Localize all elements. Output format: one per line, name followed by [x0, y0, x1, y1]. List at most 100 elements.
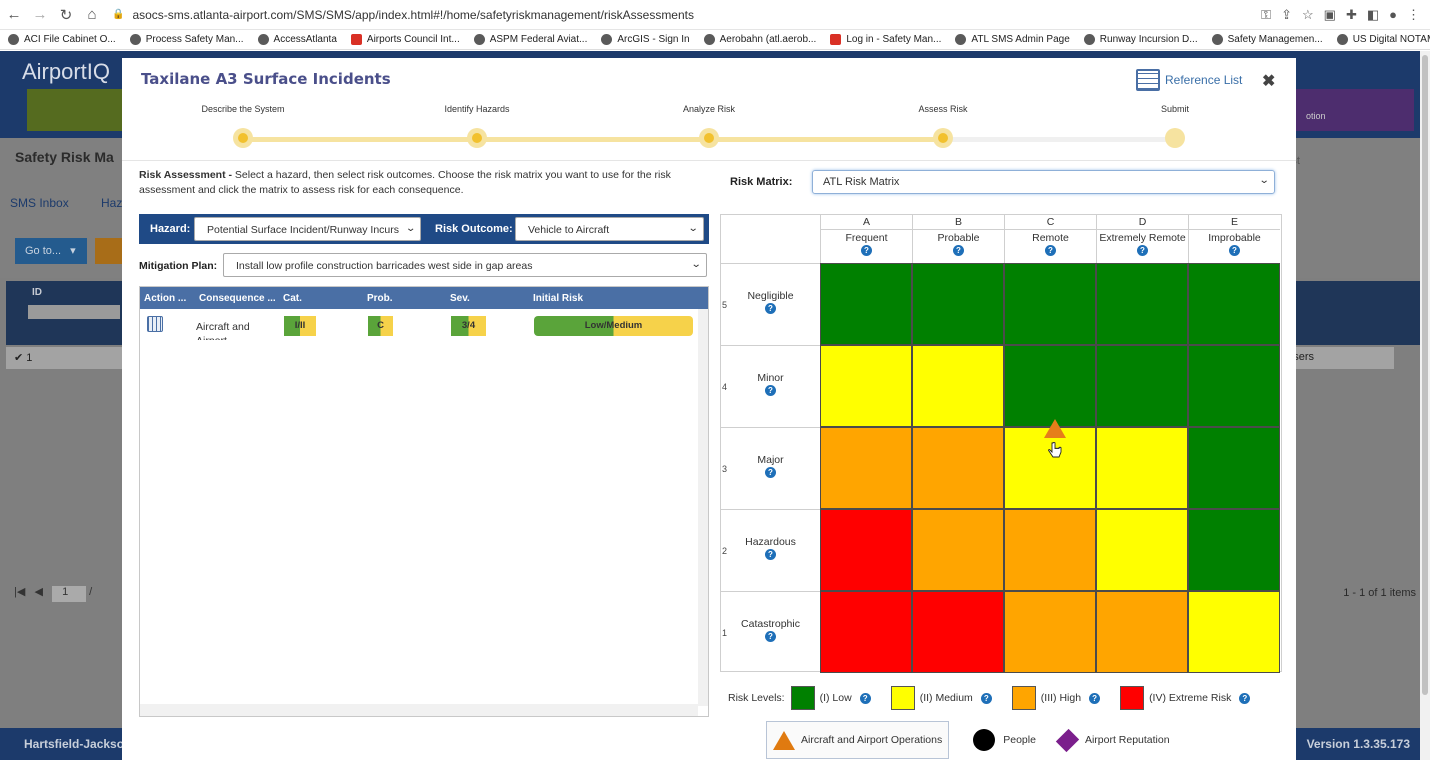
aircraft-operations-marker-icon[interactable] — [1044, 419, 1072, 438]
matrix-cell-a4[interactable] — [820, 345, 912, 427]
trash-icon[interactable] — [147, 316, 163, 332]
matrix-cell-a5[interactable] — [820, 263, 912, 345]
grid-filter-input[interactable] — [28, 305, 120, 319]
risk-matrix-select[interactable]: ATL Risk Matrix ⌄ — [812, 170, 1275, 194]
matrix-cell-b3[interactable] — [912, 427, 1004, 509]
matrix-cell-d3[interactable] — [1096, 427, 1188, 509]
bookmark-item[interactable]: ACI File Cabinet O... — [8, 34, 116, 45]
table-row[interactable]: Aircraft and Airport I/II C 3/4 Low/Medi… — [140, 310, 698, 340]
step-submit[interactable]: Submit — [1110, 104, 1240, 148]
matrix-cell-c1[interactable] — [1004, 591, 1096, 673]
help-icon[interactable]: ? — [765, 385, 776, 396]
bookmark-item[interactable]: ATL SMS Admin Page — [955, 34, 1070, 45]
matrix-cell-d1[interactable] — [1096, 591, 1188, 673]
options-button[interactable] — [95, 238, 125, 264]
col-initial-risk[interactable]: Initial Risk — [533, 293, 584, 304]
tab-sms-inbox[interactable]: SMS Inbox — [10, 196, 69, 210]
key-icon[interactable]: ⚿ — [1261, 6, 1272, 22]
matrix-cell-d5[interactable] — [1096, 263, 1188, 345]
help-icon[interactable]: ? — [861, 245, 872, 256]
consequence-people-button[interactable]: People — [973, 729, 1036, 751]
matrix-cell-c2[interactable] — [1004, 509, 1096, 591]
help-icon[interactable]: ? — [1229, 245, 1240, 256]
app-tile-purple[interactable]: otion — [1296, 89, 1414, 131]
matrix-cell-c4[interactable] — [1004, 345, 1096, 427]
matrix-cell-a3[interactable] — [820, 427, 912, 509]
mitigation-select[interactable]: Install low profile construction barrica… — [223, 253, 707, 277]
step-assess-risk[interactable]: Assess Risk — [878, 104, 1008, 148]
hazard-select[interactable]: Potential Surface Incident/Runway Incurs… — [194, 217, 421, 241]
help-icon[interactable]: ? — [1137, 245, 1148, 256]
help-icon[interactable]: ? — [1239, 692, 1251, 704]
reload-icon[interactable]: ↻ — [59, 6, 73, 24]
matrix-cell-b4[interactable] — [912, 345, 1004, 427]
table-vertical-scrollbar[interactable] — [698, 309, 708, 706]
step-analyze-risk[interactable]: Analyze Risk — [644, 104, 774, 148]
bookmark-item[interactable]: Runway Incursion D... — [1083, 34, 1198, 45]
matrix-cell-d4[interactable] — [1096, 345, 1188, 427]
bookmark-item[interactable]: Airports Council Int... — [350, 34, 460, 45]
col-cat[interactable]: Cat. — [283, 293, 302, 304]
col-consequence[interactable]: Consequence ... — [199, 293, 276, 304]
app-logo: AirportIQ — [22, 59, 111, 84]
bookmark-item[interactable]: US Digital NOTAM... — [1336, 34, 1430, 45]
col-action[interactable]: Action ... — [144, 293, 187, 304]
tab-hazards[interactable]: Haz — [101, 196, 123, 210]
help-icon[interactable]: ? — [953, 245, 964, 256]
matrix-cell-e4[interactable] — [1188, 345, 1280, 427]
matrix-cell-e5[interactable] — [1188, 263, 1280, 345]
pager-page-input[interactable]: 1 — [52, 586, 87, 602]
menu-icon[interactable]: ⋮ — [1407, 6, 1420, 22]
consequence-reputation-button[interactable]: Airport Reputation — [1055, 728, 1170, 752]
profile-icon[interactable]: ● — [1389, 6, 1397, 22]
matrix-cell-b1[interactable] — [912, 591, 1004, 673]
bookmark-item[interactable]: Process Safety Man... — [129, 34, 244, 45]
table-horizontal-scrollbar[interactable] — [140, 704, 698, 716]
bookmark-item[interactable]: Aerobahn (atl.aerob... — [703, 34, 816, 45]
help-icon[interactable]: ? — [1089, 692, 1101, 704]
close-icon[interactable]: ✖ — [1262, 73, 1276, 90]
reference-list-button[interactable]: Reference List — [1136, 69, 1242, 91]
puzzle-icon[interactable]: ✚ — [1345, 6, 1357, 22]
bookmark-item[interactable]: ASPM Federal Aviat... — [473, 34, 587, 45]
address-bar[interactable]: 🔒 asocs-sms.atlanta-airport.com/SMS/SMS/a… — [112, 3, 1261, 27]
help-icon[interactable]: ? — [1045, 245, 1056, 256]
matrix-cell-e1[interactable] — [1188, 591, 1280, 673]
help-icon[interactable]: ? — [980, 692, 992, 704]
forward-icon[interactable]: → — [32, 6, 48, 23]
matrix-cell-b5[interactable] — [912, 263, 1004, 345]
pager[interactable]: |◀ ◀ 1 / — [14, 585, 92, 602]
risk-outcome-select[interactable]: Vehicle to Aircraft ⌄ — [515, 217, 704, 241]
step-identify-hazards[interactable]: Identify Hazards — [412, 104, 542, 148]
help-icon[interactable]: ? — [765, 549, 776, 560]
step-describe-system[interactable]: Describe the System — [178, 104, 308, 148]
col-prob[interactable]: Prob. — [367, 293, 393, 304]
share-icon[interactable]: ⇪ — [1281, 6, 1292, 22]
bookmark-item[interactable]: Safety Managemen... — [1211, 34, 1323, 45]
bookmark-item[interactable]: Log in - Safety Man... — [830, 34, 941, 45]
matrix-cell-d2[interactable] — [1096, 509, 1188, 591]
col-sev[interactable]: Sev. — [450, 293, 470, 304]
matrix-cell-b2[interactable] — [912, 509, 1004, 591]
matrix-cell-c3[interactable] — [1004, 427, 1096, 509]
bookmark-item[interactable]: AccessAtlanta — [257, 34, 337, 45]
consequence-aircraft-button[interactable]: Aircraft and Airport Operations — [766, 721, 950, 759]
bookmark-item[interactable]: ArcGIS - Sign In — [601, 34, 690, 45]
back-icon[interactable]: ← — [6, 6, 22, 23]
help-icon[interactable]: ? — [765, 631, 776, 642]
matrix-cell-c5[interactable] — [1004, 263, 1096, 345]
sidepanel-icon[interactable]: ◧ — [1366, 6, 1380, 22]
help-icon[interactable]: ? — [859, 692, 871, 704]
page-scrollbar[interactable] — [1420, 51, 1430, 760]
matrix-cell-e3[interactable] — [1188, 427, 1280, 509]
extension-icon[interactable]: ▣ — [1323, 6, 1336, 22]
star-icon[interactable]: ☆ — [1301, 6, 1314, 22]
matrix-cell-e2[interactable] — [1188, 509, 1280, 591]
app-tile-green[interactable] — [27, 89, 127, 131]
goto-button[interactable]: Go to... ▾ — [15, 238, 87, 264]
matrix-cell-a1[interactable] — [820, 591, 912, 673]
home-icon[interactable]: ⌂ — [87, 6, 97, 23]
matrix-cell-a2[interactable] — [820, 509, 912, 591]
help-icon[interactable]: ? — [765, 303, 776, 314]
help-icon[interactable]: ? — [765, 467, 776, 478]
